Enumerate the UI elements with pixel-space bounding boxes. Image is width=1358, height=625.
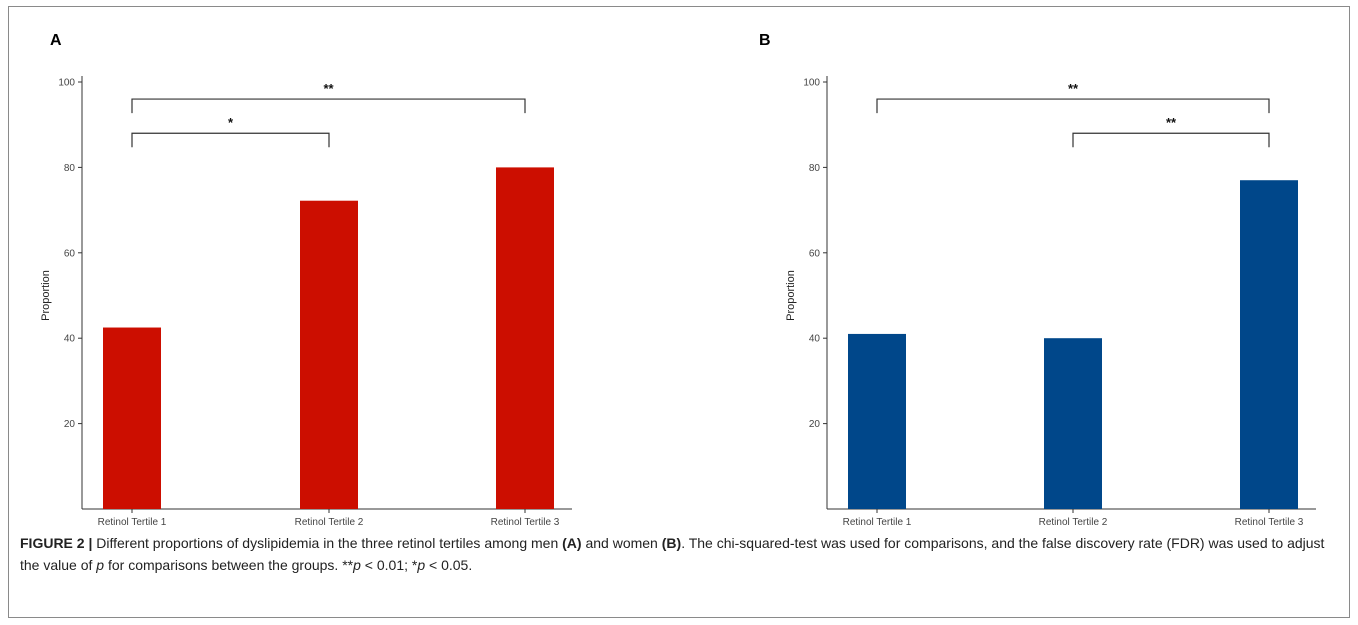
- figure-frame: [8, 6, 1350, 618]
- women-bar-3: [1240, 180, 1298, 509]
- figure-caption: FIGURE 2 | Different proportions of dysl…: [20, 532, 1338, 576]
- bar-chart-men: 20 40 60 80 100 Proportion Retinol Tertile 1 Re…: [40, 76, 572, 528]
- men-x-tick-label: Retinol Tertile 1: [98, 517, 167, 528]
- men-significance-label-1: **: [323, 81, 334, 96]
- men-y-tick-label: 20: [64, 419, 76, 430]
- caption-text-3: . The chi-squared-test was used for comp…: [20, 535, 1325, 573]
- panel-label-b: B: [759, 32, 771, 49]
- women-y-tick-label: 80: [809, 163, 821, 174]
- women-y-tick-label: 40: [809, 334, 821, 345]
- panel-label-a: A: [50, 32, 62, 49]
- caption-text-5: < 0.01; *: [360, 557, 418, 573]
- men-significance-bracket-2: [131, 132, 330, 148]
- women-y-tick-label: 20: [809, 419, 821, 430]
- men-x-tick-label: Retinol Tertile 2: [295, 517, 364, 528]
- women-significance-label-2: **: [1166, 115, 1177, 130]
- men-bar-2: [300, 200, 358, 509]
- women-x-tick-label: Retinol Tertile 1: [843, 517, 912, 528]
- caption-panel-a: (A): [562, 535, 582, 551]
- men-bar-3: [496, 167, 554, 509]
- men-y-axis-label: Proportion: [40, 270, 52, 321]
- women-significance-label-1: **: [1068, 81, 1079, 96]
- caption-text-2: and women: [581, 535, 662, 551]
- women-y-axis-label: Proportion: [785, 270, 797, 321]
- caption-label: FIGURE 2 |: [20, 535, 93, 551]
- women-y-tick-label: 100: [803, 78, 820, 89]
- women-y-tick-label: 60: [809, 248, 821, 259]
- men-x-tick-label: Retinol Tertile 3: [491, 517, 560, 528]
- men-significance-label-2: *: [228, 115, 234, 130]
- women-significance-bracket-1: [876, 98, 1270, 114]
- women-x-tick-label: Retinol Tertile 2: [1039, 517, 1108, 528]
- women-bar-1: [848, 333, 906, 509]
- bar-chart-women: 20 40 60 80 100 Proportion Retinol Tertile 1 Re…: [785, 76, 1316, 528]
- caption-text-6: < 0.05.: [425, 557, 473, 573]
- men-bar-1: [103, 327, 161, 509]
- women-x-tick-label: Retinol Tertile 3: [1235, 517, 1304, 528]
- caption-text-4: for comparisons between the groups. **: [104, 557, 354, 573]
- caption-p-1: p: [96, 557, 105, 573]
- caption-p-3: p: [417, 557, 426, 573]
- women-significance-bracket-2: [1072, 132, 1270, 148]
- caption-p-2: p: [353, 557, 361, 573]
- men-y-tick-label: 100: [58, 78, 75, 89]
- caption-panel-b: (B): [661, 535, 682, 551]
- men-y-tick-label: 40: [64, 334, 76, 345]
- men-significance-bracket-1: [131, 98, 526, 114]
- men-y-tick-label: 80: [64, 163, 76, 174]
- men-y-tick-label: 60: [64, 248, 76, 259]
- caption-text-1: Different proportions of dyslipidemia in…: [92, 535, 563, 551]
- women-bar-2: [1044, 338, 1102, 509]
